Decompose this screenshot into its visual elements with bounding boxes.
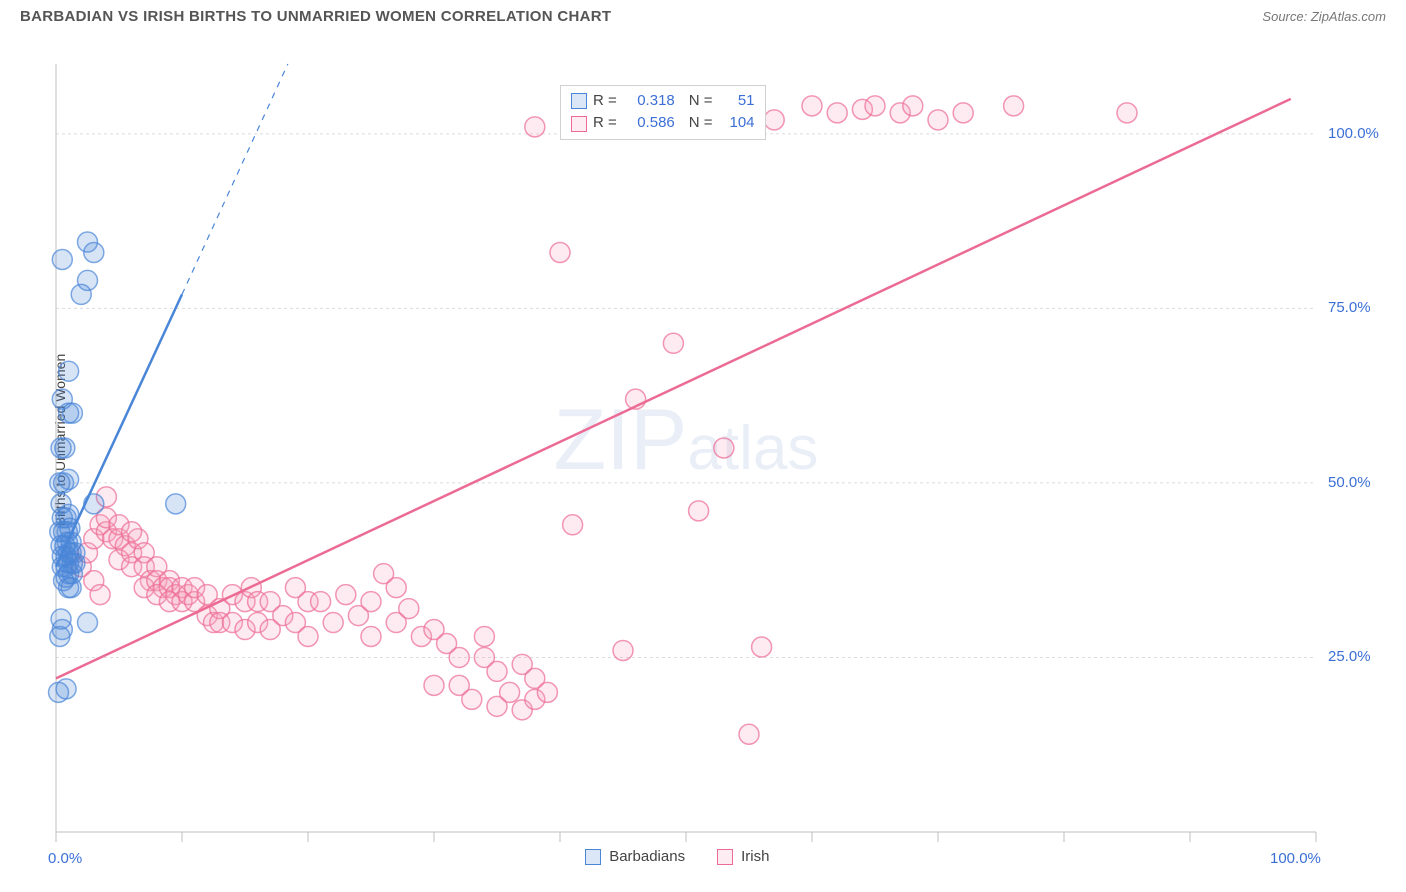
x-tick-label: 0.0% (48, 850, 82, 867)
r-value: 0.318 (623, 90, 675, 113)
r-value: 0.586 (623, 112, 675, 135)
correlation-legend: R = 0.318 N = 51 R = 0.586 N = 104 (560, 85, 766, 140)
y-tick-label: 100.0% (1328, 125, 1379, 142)
source-label: Source: (1262, 9, 1307, 24)
r-label: R = (593, 112, 617, 135)
swatch-icon (585, 849, 601, 865)
chart-title: BARBADIAN VS IRISH BIRTHS TO UNMARRIED W… (20, 8, 611, 25)
legend-label-barbadians: Barbadians (609, 848, 685, 865)
chart-header: BARBADIAN VS IRISH BIRTHS TO UNMARRIED W… (0, 0, 1406, 31)
n-label: N = (689, 90, 713, 113)
y-tick-label: 75.0% (1328, 299, 1371, 316)
x-tick-label: 100.0% (1270, 850, 1321, 867)
y-tick-label: 50.0% (1328, 474, 1371, 491)
svg-text:ZIPatlas: ZIPatlas (554, 392, 819, 488)
source-name: ZipAtlas.com (1311, 9, 1386, 24)
swatch-icon (571, 116, 587, 132)
y-tick-label: 25.0% (1328, 648, 1371, 665)
r-label: R = (593, 90, 617, 113)
series-legend: Barbadians Irish (585, 848, 793, 865)
n-value: 104 (719, 112, 755, 135)
scatter-chart: ZIPatlas (46, 34, 1386, 846)
legend-label-irish: Irish (741, 848, 769, 865)
swatch-icon (571, 93, 587, 109)
legend-row-irish: R = 0.586 N = 104 (571, 112, 755, 135)
swatch-icon (717, 849, 733, 865)
chart-container: Births to Unmarried Women ZIPatlas 25.0%… (46, 34, 1386, 846)
source-attribution: Source: ZipAtlas.com (1262, 9, 1386, 24)
n-label: N = (689, 112, 713, 135)
n-value: 51 (719, 90, 755, 113)
legend-row-barbadians: R = 0.318 N = 51 (571, 90, 755, 113)
